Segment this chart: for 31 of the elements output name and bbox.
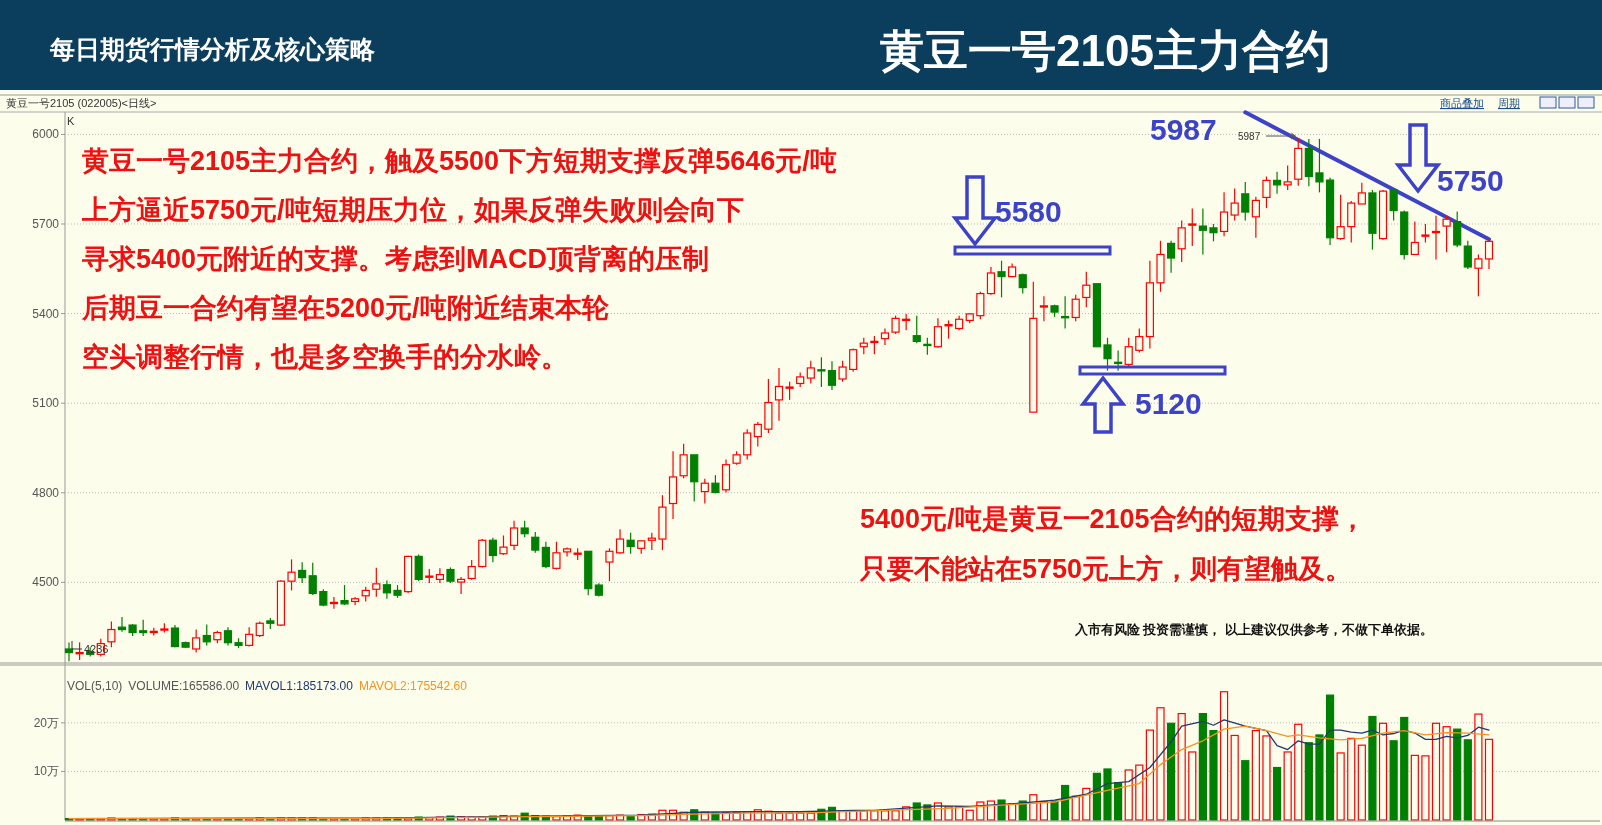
annotation: 入市有风险 投资需谨慎， 以上建议仅供参考，不做下单依据。	[1074, 622, 1433, 637]
text: MAVOL2:175542.60	[358, 679, 468, 693]
text: 黄豆一号2105 (022005)<日线>	[6, 97, 157, 109]
annotation: 5987	[1238, 131, 1261, 142]
annotation: 寻求5400元附近的支撑。考虑到MACD顶背离的压制	[81, 244, 710, 274]
y-tick-label: 4800	[32, 485, 60, 500]
annotation: 后期豆一合约有望在5200元/吨附近结束本轮	[81, 293, 610, 323]
text: 周期	[1498, 97, 1520, 109]
annotation: 5750	[1437, 164, 1504, 197]
annotation: VOLUME:165586.00	[128, 679, 240, 693]
y-tick-label: 20万	[33, 715, 59, 730]
annotation: 上方逼近5750元/吨短期压力位，如果反弹失败则会向下	[81, 195, 744, 225]
annotation: 5120	[1135, 387, 1202, 420]
y-tick-label: 10万	[33, 764, 59, 779]
y-tick-label: 4500	[32, 575, 60, 590]
y-tick-label: 5400	[32, 306, 60, 321]
text: 商品叠加	[1440, 97, 1484, 109]
annotation: VOL(5,10)	[67, 679, 123, 693]
chart-subtitle: 每日期货行情分析及核心策略	[49, 35, 375, 63]
annotation: 只要不能站在5750元上方，则有望触及。	[859, 554, 1353, 584]
y-tick-label: 5100	[32, 396, 60, 411]
annotation: 黄豆一号2105主力合约，触及5500下方短期支撑反弹5646元/吨	[81, 146, 837, 176]
annotation: 5987	[1150, 113, 1217, 146]
annotation: K	[67, 115, 75, 127]
chart-title: 黄豆一号2105主力合约	[880, 26, 1330, 75]
annotation: 空头调整行情，也是多空换手的分水岭。	[82, 342, 568, 372]
annotation: 5400元/吨是黄豆一2105合约的短期支撑，	[860, 504, 1366, 534]
text: MAVOL1:185173.00	[245, 679, 354, 693]
annotation: 5580	[995, 195, 1062, 228]
y-tick-label: 6000	[32, 127, 60, 142]
y-tick-label: 5700	[32, 216, 60, 231]
